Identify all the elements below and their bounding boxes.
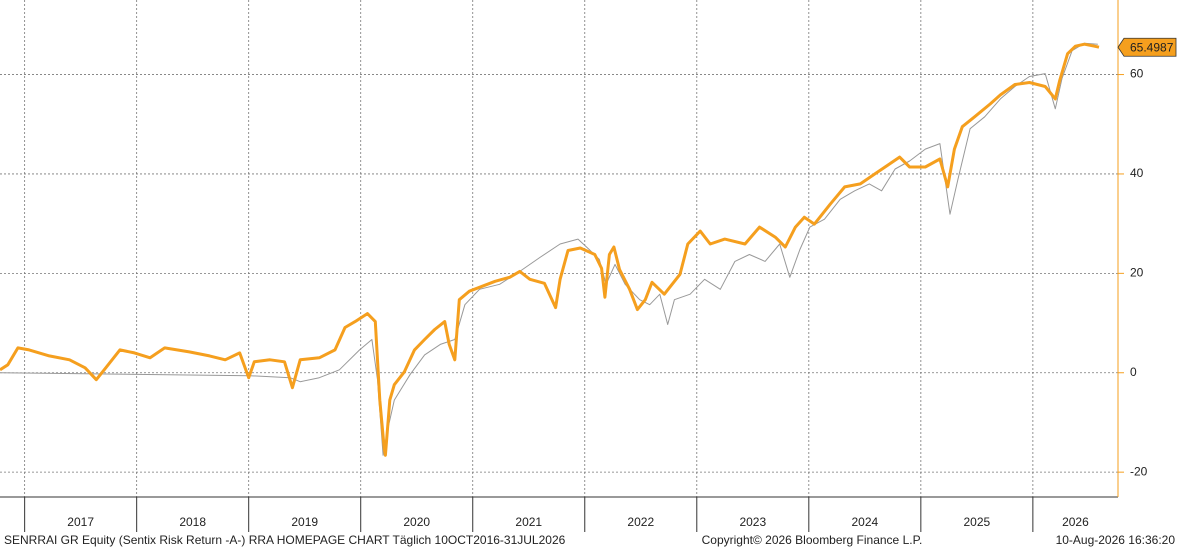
footer-center: Copyright© 2026 Bloomberg Finance L.P. bbox=[702, 533, 923, 547]
footer-right: 10-Aug-2026 16:36:20 bbox=[1056, 533, 1176, 547]
x-tick-label: 2026 bbox=[1062, 515, 1089, 529]
x-tick-label: 2020 bbox=[403, 515, 430, 529]
y-tick-label: 0 bbox=[1130, 365, 1137, 379]
series-line bbox=[0, 42, 1100, 457]
x-tick-label: 2022 bbox=[627, 515, 654, 529]
y-tick-label: 60 bbox=[1130, 67, 1144, 81]
last-value-label: 65.4987 bbox=[1130, 40, 1174, 54]
x-tick-label: 2023 bbox=[739, 515, 766, 529]
footer-left: SENRRAI GR Equity (Sentix Risk Return -A… bbox=[4, 533, 566, 547]
y-tick-label: -20 bbox=[1130, 464, 1148, 478]
x-tick-label: 2019 bbox=[291, 515, 318, 529]
y-tick-label: 40 bbox=[1130, 166, 1144, 180]
y-tick-label: 20 bbox=[1130, 266, 1144, 280]
x-tick-label: 2017 bbox=[67, 515, 94, 529]
x-tick-label: 2024 bbox=[851, 515, 878, 529]
x-tick-label: 2018 bbox=[179, 515, 206, 529]
series-line bbox=[0, 42, 1098, 456]
last-value-tag bbox=[1117, 37, 1177, 57]
x-tick-label: 2021 bbox=[515, 515, 542, 529]
x-tick-label: 2025 bbox=[963, 515, 990, 529]
